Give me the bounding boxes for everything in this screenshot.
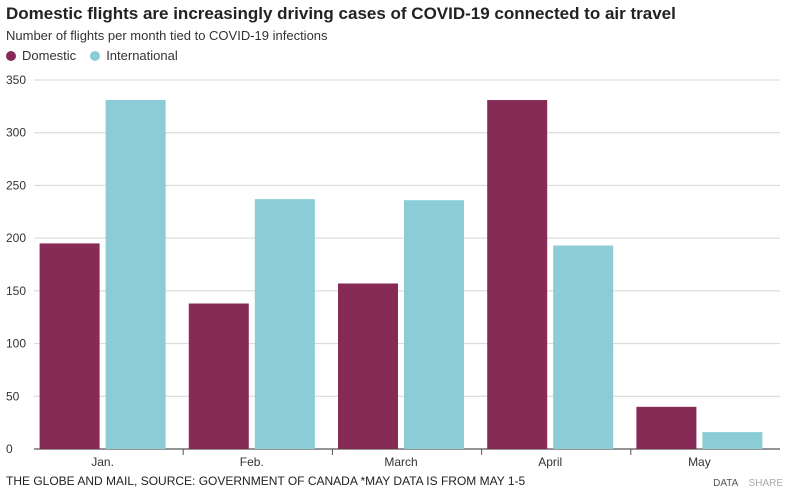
chart-subtitle: Number of flights per month tied to COVI… <box>6 28 328 43</box>
x-tick-label: Jan. <box>91 455 114 469</box>
y-tick-label: 150 <box>6 284 26 298</box>
y-tick-label: 250 <box>6 178 26 192</box>
bar-international-march <box>404 200 464 449</box>
share-link[interactable]: SHARE <box>748 478 783 489</box>
legend-swatch-domestic <box>6 50 16 61</box>
y-tick-label: 300 <box>6 126 26 140</box>
bar-international-may <box>702 432 763 449</box>
legend-swatch-international <box>90 50 101 61</box>
bar-domestic-jan <box>39 243 100 449</box>
legend-label-international: International <box>106 48 178 63</box>
legend-item-international: International <box>90 48 178 63</box>
x-tick-label: Feb. <box>240 455 264 469</box>
x-tick-label: May <box>688 455 711 469</box>
y-tick-label: 100 <box>6 337 26 351</box>
y-tick-label: 50 <box>6 389 20 403</box>
chart-title: Domestic flights are increasingly drivin… <box>6 4 676 23</box>
data-link[interactable]: DATA <box>713 478 738 489</box>
legend-item-domestic: Domestic <box>6 48 76 63</box>
x-tick-label: April <box>538 455 562 469</box>
legend: Domestic International <box>6 48 192 63</box>
bar-international-jan <box>105 100 166 449</box>
y-tick-label: 0 <box>6 442 13 456</box>
bar-domestic-march <box>338 283 398 449</box>
bar-chart: 0 50 100 150 200 250 300 350 Jan. Feb. March April M… <box>6 73 780 469</box>
bar-international-feb <box>254 199 315 449</box>
legend-label-domestic: Domestic <box>22 48 77 63</box>
y-tick-label: 350 <box>6 73 26 87</box>
footer-links: DATA SHARE <box>705 478 783 489</box>
x-tick-label: March <box>384 455 417 469</box>
bar-domestic-april <box>487 100 548 449</box>
bar-domestic-feb <box>188 303 249 449</box>
bar-domestic-may <box>636 406 697 449</box>
bar-international-april <box>553 245 614 449</box>
source-note: THE GLOBE AND MAIL, SOURCE: GOVERNMENT O… <box>6 474 526 488</box>
y-tick-label: 200 <box>6 231 26 245</box>
